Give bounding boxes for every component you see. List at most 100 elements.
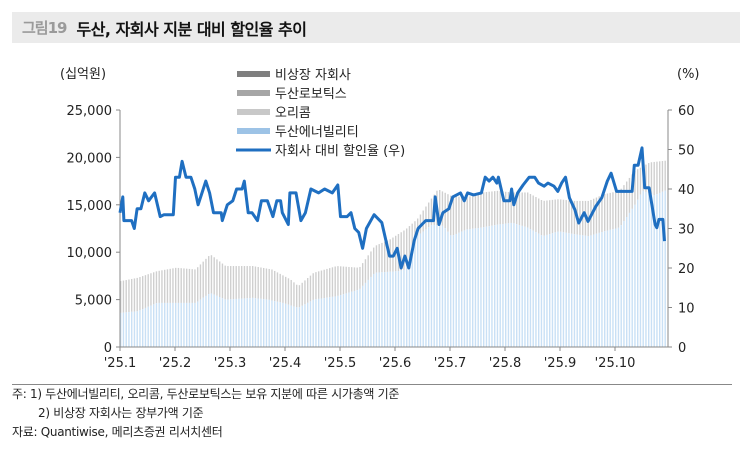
bar-doosan-enerbility	[260, 298, 262, 347]
y-left-label: (십억원)	[60, 67, 106, 82]
bar-doosan-enerbility	[650, 194, 653, 347]
bar-other-subsidiaries	[626, 181, 628, 217]
x-tick-label: '25.9	[544, 356, 577, 371]
bar-other-subsidiaries	[546, 200, 548, 235]
bar-other-subsidiaries	[353, 267, 356, 291]
bar-doosan-enerbility	[615, 228, 617, 347]
y-right-tick-label: 50	[678, 144, 695, 159]
bar-doosan-enerbility	[191, 302, 193, 347]
bar-other-subsidiaries	[271, 269, 273, 301]
bar-doosan-enerbility	[367, 279, 369, 347]
y-right-tick-label: 60	[678, 104, 695, 119]
bar-other-subsidiaries	[362, 263, 364, 286]
bar-doosan-enerbility	[433, 224, 435, 347]
bar-other-subsidiaries	[480, 192, 482, 228]
bar-doosan-enerbility	[370, 276, 372, 347]
bar-other-subsidiaries	[345, 266, 347, 294]
x-tick-label: '25.3	[214, 356, 247, 371]
bar-doosan-enerbility	[518, 225, 521, 347]
bar-other-subsidiaries	[659, 161, 661, 193]
bar-doosan-enerbility	[249, 298, 251, 347]
bar-other-subsidiaries	[598, 196, 600, 233]
bar-doosan-enerbility	[461, 231, 463, 347]
bar-other-subsidiaries	[249, 266, 251, 299]
bar-other-subsidiaries	[216, 259, 218, 296]
bar-other-subsidiaries	[513, 192, 515, 224]
bar-other-subsidiaries	[521, 192, 523, 226]
bar-other-subsidiaries	[351, 267, 353, 292]
bar-other-subsidiaries	[205, 258, 207, 296]
bar-other-subsidiaries	[491, 191, 493, 226]
bar-doosan-enerbility	[274, 301, 276, 347]
bar-doosan-enerbility	[392, 271, 394, 347]
bar-other-subsidiaries	[301, 282, 303, 306]
bar-other-subsidiaries	[219, 261, 221, 297]
bar-other-subsidiaries	[150, 273, 152, 306]
footnotes: 주: 1) 두산에너빌리티, 오리콤, 두산로보틱스는 보유 지분에 따른 시가…	[12, 384, 732, 442]
bar-doosan-enerbility	[436, 225, 438, 347]
bar-other-subsidiaries	[593, 198, 595, 235]
bar-other-subsidiaries	[265, 268, 268, 300]
bar-other-subsidiaries	[623, 185, 625, 222]
bar-other-subsidiaries	[400, 232, 402, 271]
bar-other-subsidiaries	[125, 280, 127, 313]
figure-label: 그림19	[22, 19, 67, 37]
bar-other-subsidiaries	[628, 177, 631, 213]
bar-doosan-enerbility	[136, 311, 138, 347]
bar-other-subsidiaries	[312, 273, 314, 300]
bar-doosan-enerbility	[568, 233, 570, 347]
bar-other-subsidiaries	[538, 198, 540, 234]
x-tick-label: '25.1	[104, 356, 137, 371]
bar-doosan-enerbility	[455, 233, 457, 347]
bar-doosan-enerbility	[593, 234, 595, 347]
bar-other-subsidiaries	[439, 189, 441, 226]
legend-label-2: 오리콤	[275, 106, 311, 121]
bar-doosan-enerbility	[609, 229, 611, 347]
bar-doosan-enerbility	[483, 227, 485, 347]
bar-doosan-enerbility	[290, 305, 292, 347]
bar-doosan-enerbility	[590, 235, 592, 347]
bar-doosan-enerbility	[243, 298, 246, 347]
bar-doosan-enerbility	[551, 233, 554, 347]
bar-other-subsidiaries	[304, 280, 306, 305]
bar-doosan-enerbility	[664, 190, 666, 347]
y-right-tick-label: 40	[678, 183, 695, 198]
bar-other-subsidiaries	[252, 266, 254, 298]
bar-doosan-enerbility	[318, 298, 320, 347]
bar-doosan-enerbility	[120, 312, 122, 347]
bar-other-subsidiaries	[340, 266, 342, 296]
bar-doosan-enerbility	[458, 232, 460, 347]
bar-other-subsidiaries	[243, 266, 246, 299]
bar-doosan-enerbility	[150, 305, 152, 347]
bar-doosan-enerbility	[268, 299, 270, 347]
bar-doosan-enerbility	[571, 233, 573, 347]
bar-doosan-enerbility	[403, 269, 405, 347]
x-tick-label: '25.8	[489, 356, 522, 371]
bar-doosan-enerbility	[158, 302, 160, 347]
x-tick-label: '25.10	[595, 356, 636, 371]
bar-other-subsidiaries	[309, 275, 312, 302]
bar-doosan-enerbility	[417, 235, 419, 347]
bar-other-subsidiaries	[664, 160, 666, 191]
bar-doosan-enerbility	[472, 228, 474, 347]
bar-doosan-enerbility	[400, 270, 402, 347]
bar-other-subsidiaries	[447, 194, 449, 232]
bar-other-subsidiaries	[191, 269, 193, 303]
bar-doosan-enerbility	[637, 199, 639, 347]
bar-other-subsidiaries	[615, 191, 617, 229]
bar-other-subsidiaries	[293, 282, 295, 307]
chart-title: 두산, 자회사 지분 대비 할인율 추이	[76, 19, 307, 39]
bar-other-subsidiaries	[329, 268, 331, 298]
bar-doosan-enerbility	[199, 299, 202, 347]
bar-other-subsidiaries	[505, 191, 507, 224]
bar-other-subsidiaries	[474, 194, 477, 229]
bar-doosan-enerbility	[507, 223, 510, 347]
bar-other-subsidiaries	[153, 272, 155, 305]
bar-other-subsidiaries	[131, 278, 133, 312]
bar-doosan-enerbility	[463, 230, 466, 347]
bar-doosan-enerbility	[411, 250, 413, 347]
bar-doosan-enerbility	[128, 312, 130, 347]
bar-doosan-enerbility	[659, 192, 661, 347]
bar-other-subsidiaries	[279, 273, 281, 303]
bar-doosan-enerbility	[221, 298, 224, 347]
